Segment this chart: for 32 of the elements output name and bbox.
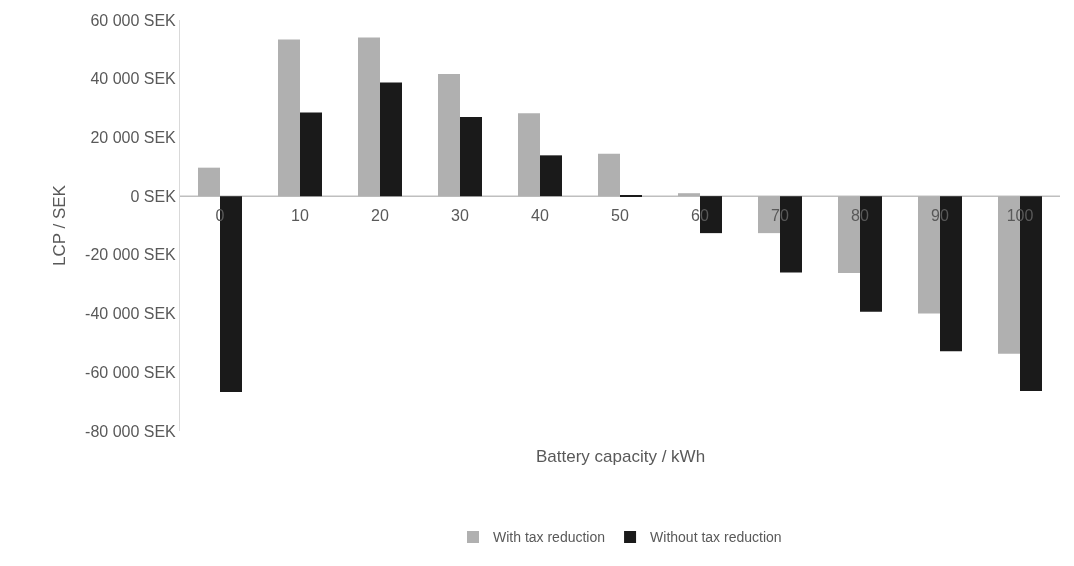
x-axis-title: Battery capacity / kWh	[536, 447, 706, 466]
bar	[278, 39, 300, 197]
x-tick-label: 20	[371, 207, 389, 225]
bar	[540, 155, 562, 197]
y-tick-label: 20 000 SEK	[90, 129, 177, 147]
y-tick-label: -80 000 SEK	[85, 422, 177, 440]
bar	[358, 37, 380, 197]
y-tick-label: -20 000 SEK	[85, 246, 177, 264]
y-axis-title: LCP / SEK	[49, 184, 69, 266]
y-tick-label: -40 000 SEK	[85, 305, 177, 323]
bar	[678, 193, 700, 197]
y-tick-label: -60 000 SEK	[85, 363, 177, 381]
x-tick-label: 80	[851, 207, 869, 225]
bar	[380, 82, 402, 197]
x-tick-label: 10	[291, 207, 309, 225]
bar	[460, 116, 482, 197]
y-tick-label: 40 000 SEK	[90, 70, 177, 88]
x-tick-label: 70	[771, 207, 789, 225]
legend-label: Without tax reduction	[650, 529, 782, 546]
y-tick-label: 60 000 SEK	[90, 11, 177, 29]
bar	[300, 112, 322, 197]
x-tick-label: 0	[215, 207, 225, 225]
x-tick-label: 40	[531, 207, 549, 225]
bar	[438, 74, 460, 197]
x-tick-label: 30	[451, 207, 469, 225]
bar	[518, 113, 540, 197]
bar	[598, 153, 620, 197]
bar	[198, 167, 220, 197]
x-tick-label: 50	[611, 207, 629, 225]
legend-label: With tax reduction	[493, 529, 606, 546]
y-tick-label: 0 SEK	[130, 187, 177, 205]
x-tick-label: 90	[931, 207, 949, 225]
